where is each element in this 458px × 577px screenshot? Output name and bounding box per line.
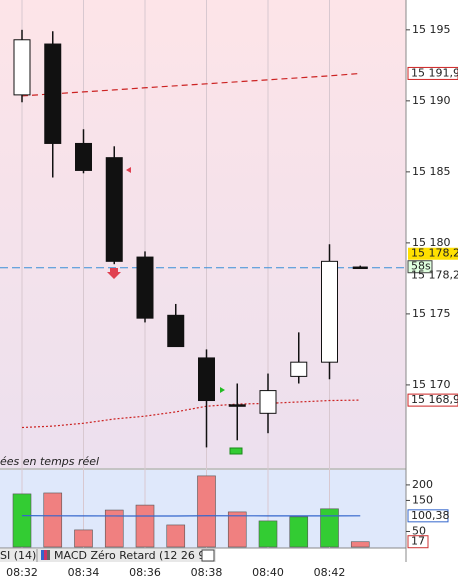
price-label: 15 191,93	[411, 66, 458, 79]
volume-bar	[135, 504, 155, 548]
y-tick-label: 150	[412, 493, 433, 506]
candle-body	[44, 43, 62, 144]
buy-marker	[229, 447, 243, 455]
moving-average	[21, 399, 361, 429]
buy-marker	[220, 387, 225, 393]
candle-body	[167, 314, 185, 348]
candle-body	[290, 361, 308, 377]
price-label-box	[407, 66, 458, 80]
annotation: ées en temps réel	[0, 455, 99, 468]
volume-bar	[12, 493, 32, 548]
y-tick-label: 200	[412, 478, 433, 491]
x-tick-label: 08:36	[129, 566, 161, 577]
candle-body	[75, 142, 92, 171]
candle-body	[228, 404, 246, 407]
candle-body	[259, 390, 277, 414]
value-label-box	[407, 535, 429, 549]
value-label-box	[407, 509, 449, 523]
price-label-box	[407, 393, 458, 407]
volume-bar	[104, 509, 124, 548]
x-tick-label: 08:42	[314, 566, 346, 577]
detach-button[interactable]	[201, 549, 215, 562]
y-tick-label: 50	[412, 524, 426, 537]
tab-icon	[47, 550, 50, 560]
volume-bar	[166, 524, 186, 548]
candle-body	[105, 157, 123, 262]
tab[interactable]: MACD Zéro Retard (12 26 9)	[54, 549, 210, 562]
x-tick-label: 08:32	[6, 566, 38, 577]
candle-body	[136, 256, 154, 319]
candle-body	[352, 266, 368, 270]
candle-body	[321, 260, 338, 363]
volume-bar	[227, 511, 247, 548]
value-label: 17	[411, 535, 425, 548]
y-tick-label: 15 190	[412, 94, 451, 107]
volume-bar	[74, 529, 93, 548]
moving-average	[21, 72, 361, 97]
volume-bar	[197, 475, 216, 548]
volume-bar	[350, 541, 370, 548]
y-tick-label: 15 170	[412, 378, 451, 391]
tab-icon	[41, 550, 44, 560]
plot: 15 170 15 175 15 180 15 185 15 190 15 195 08:3…	[0, 23, 458, 577]
price-label: 15 168,93	[411, 393, 458, 406]
sell-marker	[126, 167, 131, 173]
volume-bar	[289, 516, 309, 548]
volume-bar	[43, 492, 63, 548]
candle-body	[198, 357, 215, 402]
price-label-box	[408, 247, 458, 260]
tab-icon	[44, 550, 47, 560]
volume-bar	[320, 508, 339, 548]
candle-body	[13, 39, 31, 96]
tab[interactable]: SI (14)	[0, 549, 36, 562]
y-tick-label: 15 185	[412, 165, 451, 178]
y-tick-label: 15 175	[412, 307, 451, 320]
price-label: 15 178,25	[411, 247, 458, 260]
x-tick-label: 08:40	[252, 566, 284, 577]
countdown: 58s	[411, 260, 431, 273]
x-tick-label: 08:34	[68, 566, 100, 577]
sell-arrow	[107, 268, 121, 279]
value-label: 100,38	[411, 509, 450, 522]
x-tick-label: 08:38	[191, 566, 223, 577]
volume-bar	[258, 520, 278, 548]
y-tick-label: 15 180	[412, 236, 451, 249]
tab-bar	[0, 549, 216, 562]
y-tick-label: 15 195	[412, 23, 451, 36]
price-label: 15 178,25	[411, 269, 458, 282]
countdown-box	[407, 260, 433, 274]
